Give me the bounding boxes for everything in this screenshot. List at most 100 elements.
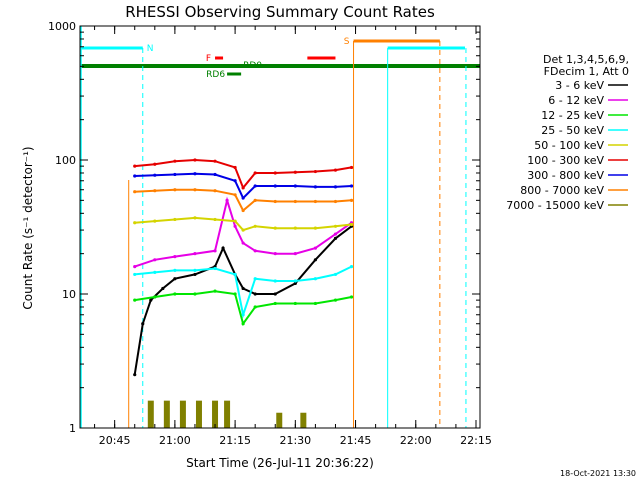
data-point [293,226,297,230]
data-point [153,295,157,299]
data-point [293,170,297,174]
flag-bars: N F RD0 RD6 S [80,26,480,428]
data-point [173,188,177,192]
data-point [133,265,137,269]
data-point [233,292,237,296]
data-point [233,165,237,170]
data-point [313,169,317,174]
data-point [313,277,317,281]
data-point [273,226,277,230]
data-point [213,159,217,163]
data-point [349,198,354,202]
legend-entry-label: 3 - 6 keV [555,79,604,92]
data-point [241,186,245,190]
legend-entry-label: 25 - 50 keV [541,124,604,137]
series-12-25-kev [133,289,354,326]
data-point [273,171,277,175]
data-point [313,246,317,250]
data-point [133,190,137,194]
data-point [233,179,237,183]
data-point [213,289,217,293]
flag-label-rd0: RD0 [243,61,262,71]
data-point [193,172,197,176]
y-axis-label: Count Rate (s⁻¹ detector⁻¹) [21,146,35,309]
legend-entry-label: 7000 - 15000 keV [506,199,604,212]
data-point [173,159,177,163]
data-point [213,266,217,271]
data-point [153,189,157,193]
data-point [349,222,354,227]
data-point [253,198,257,202]
legend-entry-label: 12 - 25 keV [541,109,604,122]
data-point [233,219,237,223]
series-100-300-kev [133,158,354,190]
data-point [253,171,257,175]
legend-header: Det 1,3,4,5,6,9, [543,53,629,66]
data-point [253,277,257,281]
data-point [153,219,157,223]
series-800-7000-kev [133,188,354,213]
data-point [333,272,338,277]
flag-label-n: N [147,44,154,54]
data-point [173,255,177,259]
y-tick-label: 10 [62,288,76,301]
legend-entry-label: 300 - 800 keV [527,169,604,182]
x-tick-label: 22:15 [460,434,492,447]
data-point [153,270,157,274]
data-point [213,189,217,193]
data-point [193,158,197,162]
data-point [333,298,338,302]
data-point [161,286,165,291]
data-point [273,301,277,306]
data-point [313,301,317,306]
series-300-800-kev [133,172,354,200]
y-tick-label: 1 [69,422,76,435]
x-tick-label: 21:30 [279,434,311,447]
data-point [313,258,317,262]
series-25-50-kev [133,265,354,319]
plot-background [80,26,480,428]
legend: Det 1,3,4,5,6,9,FDecim 1, Att 03 - 6 keV… [506,53,629,212]
data-point [153,162,157,166]
data-point [221,246,225,250]
data-point [173,217,177,222]
data-point [253,224,257,228]
legend-entry-label: 50 - 100 keV [534,139,604,152]
data-point [253,184,257,188]
data-point [241,241,245,245]
data-point [273,292,277,296]
data-point [253,305,257,309]
data-point [333,199,338,204]
x-tick-label: 22:00 [400,434,432,447]
data-point [293,281,297,285]
data-point [273,184,277,188]
y-tick-label: 100 [55,154,76,167]
data-point [241,322,245,326]
data-point [333,168,338,172]
x-tick-label: 20:45 [99,434,131,447]
data-point [273,199,277,204]
y-tick-label: 1000 [48,20,76,33]
data-point [253,249,257,253]
data-point [293,279,297,283]
data-point [293,252,297,256]
data-point [241,208,245,213]
series-50-100-kev [133,216,354,232]
data-point [173,268,177,273]
series-line [134,196,353,268]
data-point [333,236,338,240]
series-7000-15000-kev [147,400,307,428]
data-point [213,172,217,177]
x-tick-label: 21:15 [219,434,251,447]
data-point [225,198,229,202]
data-point [333,232,338,236]
legend-entry-label: 800 - 7000 keV [520,184,604,197]
data-point [133,373,137,377]
data-point [149,298,153,302]
data-point [213,249,217,253]
x-tick-label: 21:00 [159,434,191,447]
data-point [141,322,145,326]
data-point [233,224,237,228]
x-tick-label: 21:45 [340,434,372,447]
data-point [241,286,245,291]
